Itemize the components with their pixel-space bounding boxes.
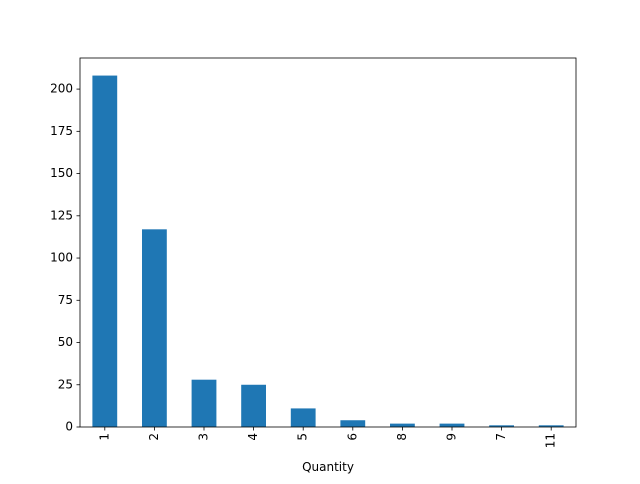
bar-2 [142,229,167,427]
bar-8 [390,423,415,427]
y-tick-label: 200 [50,82,73,96]
bar-6 [340,420,366,427]
y-tick-label: 50 [58,335,73,349]
x-tick-label: 6 [345,433,359,441]
bar-1 [92,75,118,428]
x-tick-label: 8 [395,433,409,441]
bars [92,75,564,428]
bar-5 [290,408,316,427]
x-tick-label: 11 [544,433,558,448]
x-axis-ticks: 1 2 3 4 5 6 8 9 7 11 [97,427,558,448]
y-axis-ticks: 0 25 50 75 100 125 150 175 200 [50,82,80,434]
y-tick-label: 100 [50,251,73,265]
x-tick-label: 7 [494,433,508,441]
y-tick-label: 125 [50,208,73,222]
y-tick-label: 0 [65,420,73,434]
bar-7 [489,425,514,427]
y-tick-label: 75 [58,293,73,307]
x-tick-label: 2 [147,433,161,441]
bar-3 [191,379,217,427]
x-tick-label: 4 [246,433,260,441]
bar-9 [439,423,465,427]
x-tick-label: 3 [197,433,211,441]
x-tick-label: 9 [445,433,459,441]
plot-frame [79,57,577,428]
x-tick-label: 1 [97,433,111,441]
bar-4 [241,384,266,427]
y-tick-label: 175 [50,124,73,138]
x-tick-label: 5 [296,433,310,441]
bar-11 [538,425,564,427]
y-tick-label: 25 [58,377,73,391]
y-tick-label: 150 [50,166,73,180]
x-axis-label: Quantity [302,460,354,474]
